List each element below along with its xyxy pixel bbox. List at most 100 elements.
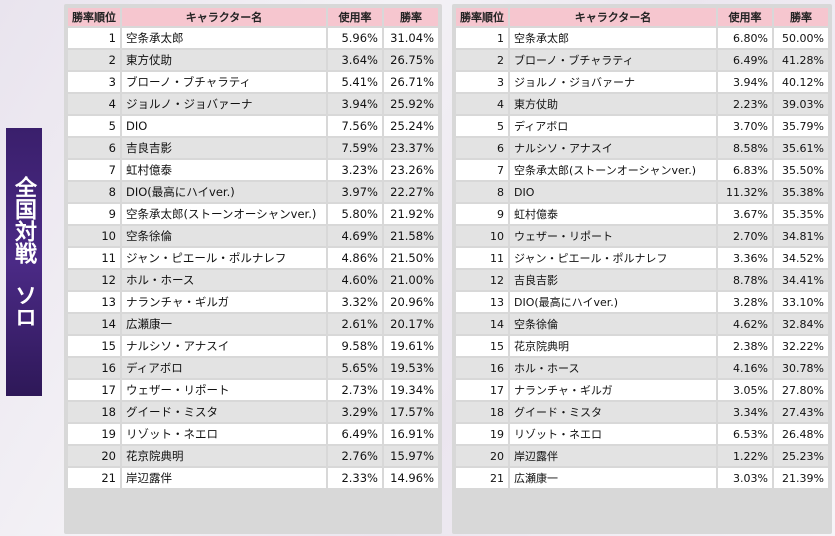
table-row: 12 ホル・ホース 4.60% 21.00% xyxy=(68,270,438,290)
table-row: 13 DIO(最高にハイver.) 3.28% 33.10% xyxy=(456,292,828,312)
character-name-cell: 空条徐倫 xyxy=(122,226,326,246)
usage-rate-cell: 6.53% xyxy=(718,424,772,444)
character-name-cell: ウェザー・リポート xyxy=(510,226,716,246)
table-row: 14 広瀬康一 2.61% 20.17% xyxy=(68,314,438,334)
rank-cell: 1 xyxy=(456,28,508,48)
win-rate-cell: 39.03% xyxy=(774,94,828,114)
usage-rate-cell: 3.29% xyxy=(328,402,382,422)
table-row: 13 ナランチャ・ギルガ 3.32% 20.96% xyxy=(68,292,438,312)
character-name-cell: グイード・ミスタ xyxy=(122,402,326,422)
win-rate-cell: 32.84% xyxy=(774,314,828,334)
character-name-cell: ホル・ホース xyxy=(122,270,326,290)
rank-cell: 3 xyxy=(68,72,120,92)
rank-cell: 14 xyxy=(456,314,508,334)
header-rank: 勝率順位 xyxy=(456,8,508,26)
table-row: 5 ディアボロ 3.70% 35.79% xyxy=(456,116,828,136)
table-row: 10 ウェザー・リポート 2.70% 34.81% xyxy=(456,226,828,246)
usage-rate-cell: 4.86% xyxy=(328,248,382,268)
usage-rate-cell: 2.76% xyxy=(328,446,382,466)
rank-cell: 8 xyxy=(68,182,120,202)
win-rate-cell: 17.57% xyxy=(384,402,438,422)
header-usage: 使用率 xyxy=(718,8,772,26)
win-rate-cell: 35.38% xyxy=(774,182,828,202)
win-rate-cell: 27.80% xyxy=(774,380,828,400)
rank-cell: 9 xyxy=(456,204,508,224)
usage-rate-cell: 3.97% xyxy=(328,182,382,202)
table-row: 19 リゾット・ネエロ 6.49% 16.91% xyxy=(68,424,438,444)
rank-cell: 6 xyxy=(456,138,508,158)
usage-rate-cell: 4.62% xyxy=(718,314,772,334)
character-name-cell: 東方仗助 xyxy=(122,50,326,70)
win-rate-cell: 21.58% xyxy=(384,226,438,246)
character-name-cell: ジャン・ピエール・ポルナレフ xyxy=(122,248,326,268)
table-row: 8 DIO(最高にハイver.) 3.97% 22.27% xyxy=(68,182,438,202)
win-rate-cell: 21.00% xyxy=(384,270,438,290)
character-name-cell: DIO xyxy=(510,182,716,202)
rank-cell: 1 xyxy=(68,28,120,48)
usage-rate-cell: 4.60% xyxy=(328,270,382,290)
win-rate-cell: 22.27% xyxy=(384,182,438,202)
rank-cell: 4 xyxy=(68,94,120,114)
character-name-cell: 空条徐倫 xyxy=(510,314,716,334)
usage-rate-cell: 5.41% xyxy=(328,72,382,92)
win-rate-cell: 26.71% xyxy=(384,72,438,92)
rank-cell: 10 xyxy=(68,226,120,246)
rank-cell: 15 xyxy=(456,336,508,356)
rank-cell: 4 xyxy=(456,94,508,114)
rank-cell: 2 xyxy=(68,50,120,70)
character-name-cell: ブローノ・ブチャラティ xyxy=(122,72,326,92)
win-rate-cell: 50.00% xyxy=(774,28,828,48)
character-name-cell: 空条承太郎(ストーンオーシャンver.) xyxy=(122,204,326,224)
header-name: キャラクター名 xyxy=(510,8,716,26)
win-rate-cell: 35.61% xyxy=(774,138,828,158)
rank-cell: 12 xyxy=(456,270,508,290)
win-rate-cell: 21.39% xyxy=(774,468,828,488)
mode-label: 全国対戦 ソロ xyxy=(6,128,42,396)
usage-rate-cell: 6.80% xyxy=(718,28,772,48)
rank-cell: 16 xyxy=(68,358,120,378)
usage-rate-cell: 3.67% xyxy=(718,204,772,224)
table-row: 17 ナランチャ・ギルガ 3.05% 27.80% xyxy=(456,380,828,400)
win-rate-cell: 20.96% xyxy=(384,292,438,312)
character-name-cell: DIO xyxy=(122,116,326,136)
rank-cell: 9 xyxy=(68,204,120,224)
table-row: 6 ナルシソ・アナスイ 8.58% 35.61% xyxy=(456,138,828,158)
table-row: 16 ディアボロ 5.65% 19.53% xyxy=(68,358,438,378)
usage-rate-cell: 2.23% xyxy=(718,94,772,114)
table-row: 11 ジャン・ピエール・ポルナレフ 3.36% 34.52% xyxy=(456,248,828,268)
win-rate-cell: 25.23% xyxy=(774,446,828,466)
ranking-table-right: 勝率順位 キャラクター名 使用率 勝率 1 空条承太郎 6.80% 50.00% 2 ブロ… xyxy=(454,6,830,490)
table-row: 1 空条承太郎 5.96% 31.04% xyxy=(68,28,438,48)
win-rate-cell: 26.75% xyxy=(384,50,438,70)
character-name-cell: 空条承太郎 xyxy=(122,28,326,48)
rank-cell: 7 xyxy=(456,160,508,180)
header-win: 勝率 xyxy=(384,8,438,26)
table-row: 14 空条徐倫 4.62% 32.84% xyxy=(456,314,828,334)
rank-cell: 18 xyxy=(456,402,508,422)
character-name-cell: ブローノ・ブチャラティ xyxy=(510,50,716,70)
character-name-cell: 岸辺露伴 xyxy=(510,446,716,466)
rank-cell: 14 xyxy=(68,314,120,334)
usage-rate-cell: 3.23% xyxy=(328,160,382,180)
table-row: 18 グイード・ミスタ 3.29% 17.57% xyxy=(68,402,438,422)
character-name-cell: 広瀬康一 xyxy=(122,314,326,334)
table-row: 4 ジョルノ・ジョバァーナ 3.94% 25.92% xyxy=(68,94,438,114)
win-rate-cell: 26.48% xyxy=(774,424,828,444)
table-header-row: 勝率順位 キャラクター名 使用率 勝率 xyxy=(456,8,828,26)
rank-cell: 5 xyxy=(456,116,508,136)
usage-rate-cell: 3.05% xyxy=(718,380,772,400)
usage-rate-cell: 5.80% xyxy=(328,204,382,224)
usage-rate-cell: 2.61% xyxy=(328,314,382,334)
character-name-cell: リゾット・ネエロ xyxy=(122,424,326,444)
win-rate-cell: 41.28% xyxy=(774,50,828,70)
usage-rate-cell: 9.58% xyxy=(328,336,382,356)
usage-rate-cell: 3.64% xyxy=(328,50,382,70)
win-rate-cell: 32.22% xyxy=(774,336,828,356)
mode-label-line2: ソロ xyxy=(11,284,37,328)
win-rate-cell: 23.37% xyxy=(384,138,438,158)
character-name-cell: リゾット・ネエロ xyxy=(510,424,716,444)
table-row: 21 岸辺露伴 2.33% 14.96% xyxy=(68,468,438,488)
ranking-table-left: 勝率順位 キャラクター名 使用率 勝率 1 空条承太郎 5.96% 31.04% 2 東方… xyxy=(66,6,440,490)
usage-rate-cell: 3.03% xyxy=(718,468,772,488)
win-rate-cell: 31.04% xyxy=(384,28,438,48)
